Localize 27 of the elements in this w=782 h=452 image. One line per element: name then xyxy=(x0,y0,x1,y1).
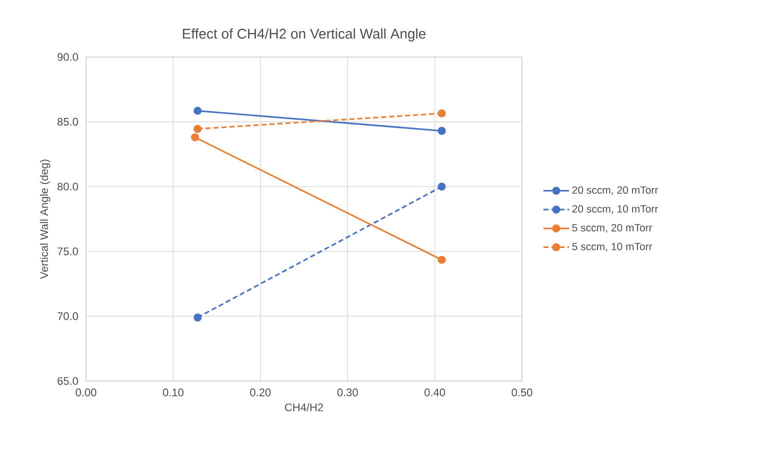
point xyxy=(191,133,200,142)
y-axis-title: Vertical Wall Angle (deg) xyxy=(40,160,50,279)
point xyxy=(438,182,446,191)
y-tick-label: 80.0 xyxy=(58,182,78,190)
point xyxy=(438,126,446,135)
x-tick-label: 0.00 xyxy=(76,388,96,396)
y-tick-label: 65.0 xyxy=(58,377,78,385)
legend-label: 20 sccm, 20 mTorr xyxy=(572,186,658,196)
x-tick-label: 0.20 xyxy=(250,388,271,396)
point xyxy=(194,313,202,322)
point xyxy=(438,256,446,264)
point xyxy=(194,124,202,133)
legend-label: 20 sccm, 10 mTorr xyxy=(572,205,658,214)
y-tick-label: 85.0 xyxy=(58,118,78,126)
x-tick-label: 0.40 xyxy=(424,388,446,396)
x-tick-label: 0.10 xyxy=(162,388,184,396)
y-tick-label: 90.0 xyxy=(58,53,78,61)
legend-label: 5 sccm, 10 mTorr xyxy=(572,242,652,252)
legend-label: 5 sccm, 20 mTorr xyxy=(572,224,652,233)
point xyxy=(438,109,446,118)
y-tick-label: 70.0 xyxy=(58,312,78,320)
x-tick-label: 0.50 xyxy=(512,388,532,396)
x-tick-label: 0.30 xyxy=(337,388,358,396)
x-axis-title: CH4/H2 xyxy=(285,403,324,412)
y-tick-label: 75.0 xyxy=(58,248,78,256)
point xyxy=(194,106,202,115)
chart-title: Effect of CH4/H2 on Vertical Wall Angle xyxy=(182,28,426,42)
